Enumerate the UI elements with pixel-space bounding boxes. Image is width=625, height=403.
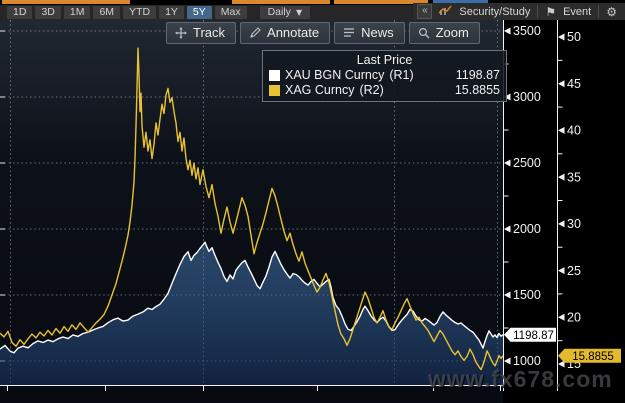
- range-button-6m[interactable]: 6M: [93, 6, 121, 19]
- svg-text:30: 30: [567, 217, 581, 231]
- period-dropdown[interactable]: Daily ▼: [259, 6, 311, 19]
- legend-row-xag[interactable]: XAG Curncy (R2) 15.8855: [269, 83, 500, 98]
- event-button[interactable]: Event: [563, 5, 592, 18]
- zoom-button[interactable]: Zoom: [408, 22, 480, 44]
- xag-swatch: [269, 85, 280, 96]
- svg-text:25: 25: [567, 264, 581, 278]
- fx678-watermark: www.fx678.com: [428, 366, 613, 392]
- news-button[interactable]: News: [334, 22, 405, 44]
- svg-text:3500: 3500: [513, 24, 541, 38]
- xau-swatch: [269, 70, 280, 81]
- xau-last-price-label: 1198.87: [504, 327, 556, 342]
- news-list-icon: [343, 27, 355, 38]
- collapse-panel-button[interactable]: «: [417, 4, 433, 19]
- track-label: Track: [193, 25, 226, 40]
- range-button-1m[interactable]: 1M: [63, 6, 91, 19]
- chart-header-tools: « Security/Study ⚑ Event ⚙: [413, 3, 625, 20]
- xag-last-price: 15.8855: [454, 83, 500, 97]
- cropped-row-fragment: [232, 0, 330, 4]
- toolbar-divider: [537, 5, 539, 18]
- svg-text:1198.87: 1198.87: [513, 330, 554, 342]
- track-crosshair-icon: [175, 26, 187, 39]
- security-study-button[interactable]: Security/Study: [459, 5, 531, 18]
- xag-axis-tag: (R2): [359, 83, 384, 97]
- range-buttons: 1D 3D 1M 6M YTD 1Y 5Y Max Daily ▼: [7, 6, 311, 19]
- range-button-5y-selected[interactable]: 5Y: [186, 6, 212, 19]
- legend-row-xau[interactable]: XAU BGN Curncy (R1) 1198.87: [269, 68, 500, 83]
- svg-text:2000: 2000: [513, 222, 541, 236]
- range-button-1y[interactable]: 1Y: [159, 6, 184, 19]
- news-label: News: [361, 25, 394, 40]
- period-dropdown-label: Daily: [267, 6, 291, 18]
- svg-text:45: 45: [567, 77, 581, 91]
- svg-text:3000: 3000: [513, 90, 541, 104]
- range-button-max[interactable]: Max: [214, 6, 247, 19]
- svg-text:1000: 1000: [513, 354, 541, 368]
- svg-text:35: 35: [567, 170, 581, 184]
- chevron-down-icon: ▼: [295, 8, 303, 17]
- svg-text:1500: 1500: [513, 288, 541, 302]
- xau-axis-tag: (R1): [389, 68, 414, 82]
- zoom-label: Zoom: [435, 25, 469, 40]
- svg-text:50: 50: [567, 30, 581, 44]
- r1-axis: 3500 3000 2500 2000 1500 1000: [503, 24, 541, 368]
- gear-icon[interactable]: ⚙: [606, 4, 617, 19]
- zoom-magnifier-icon: [418, 27, 430, 39]
- range-button-ytd[interactable]: YTD: [123, 6, 157, 19]
- cropped-row-fragment: [334, 0, 428, 4]
- svg-text:20: 20: [567, 310, 581, 324]
- annotate-label: Annotate: [267, 25, 320, 40]
- range-button-1d[interactable]: 1D: [7, 6, 33, 19]
- legend-panel: Last Price XAU BGN Curncy (R1) 1198.87 X…: [262, 50, 507, 102]
- toolbar-divider: [598, 5, 600, 18]
- chart-tools: Track Annotate News: [166, 22, 480, 44]
- flag-icon: ⚑: [545, 4, 557, 19]
- xag-name: XAG Curncy: [285, 83, 355, 97]
- xau-name: XAU BGN Curncy: [285, 68, 385, 82]
- xag-price-line: [0, 47, 504, 371]
- xag-last-price-label: 15.8855: [558, 348, 621, 363]
- legend-title: Last Price: [356, 53, 413, 67]
- annotate-pencil-icon: [249, 26, 261, 39]
- svg-text:15.8855: 15.8855: [572, 351, 614, 363]
- cropped-row-fragment: [2, 0, 130, 4]
- xau-area-fill: [0, 242, 503, 385]
- xau-price-line: [0, 241, 504, 354]
- svg-text:2500: 2500: [513, 156, 541, 170]
- range-button-3d[interactable]: 3D: [35, 6, 61, 19]
- track-button[interactable]: Track: [166, 22, 237, 44]
- svg-text:40: 40: [567, 124, 581, 138]
- xau-last-price: 1198.87: [455, 68, 500, 82]
- cropped-row-fragment: [433, 0, 488, 4]
- mini-chart-icon: [438, 5, 452, 19]
- annotate-button[interactable]: Annotate: [240, 22, 331, 44]
